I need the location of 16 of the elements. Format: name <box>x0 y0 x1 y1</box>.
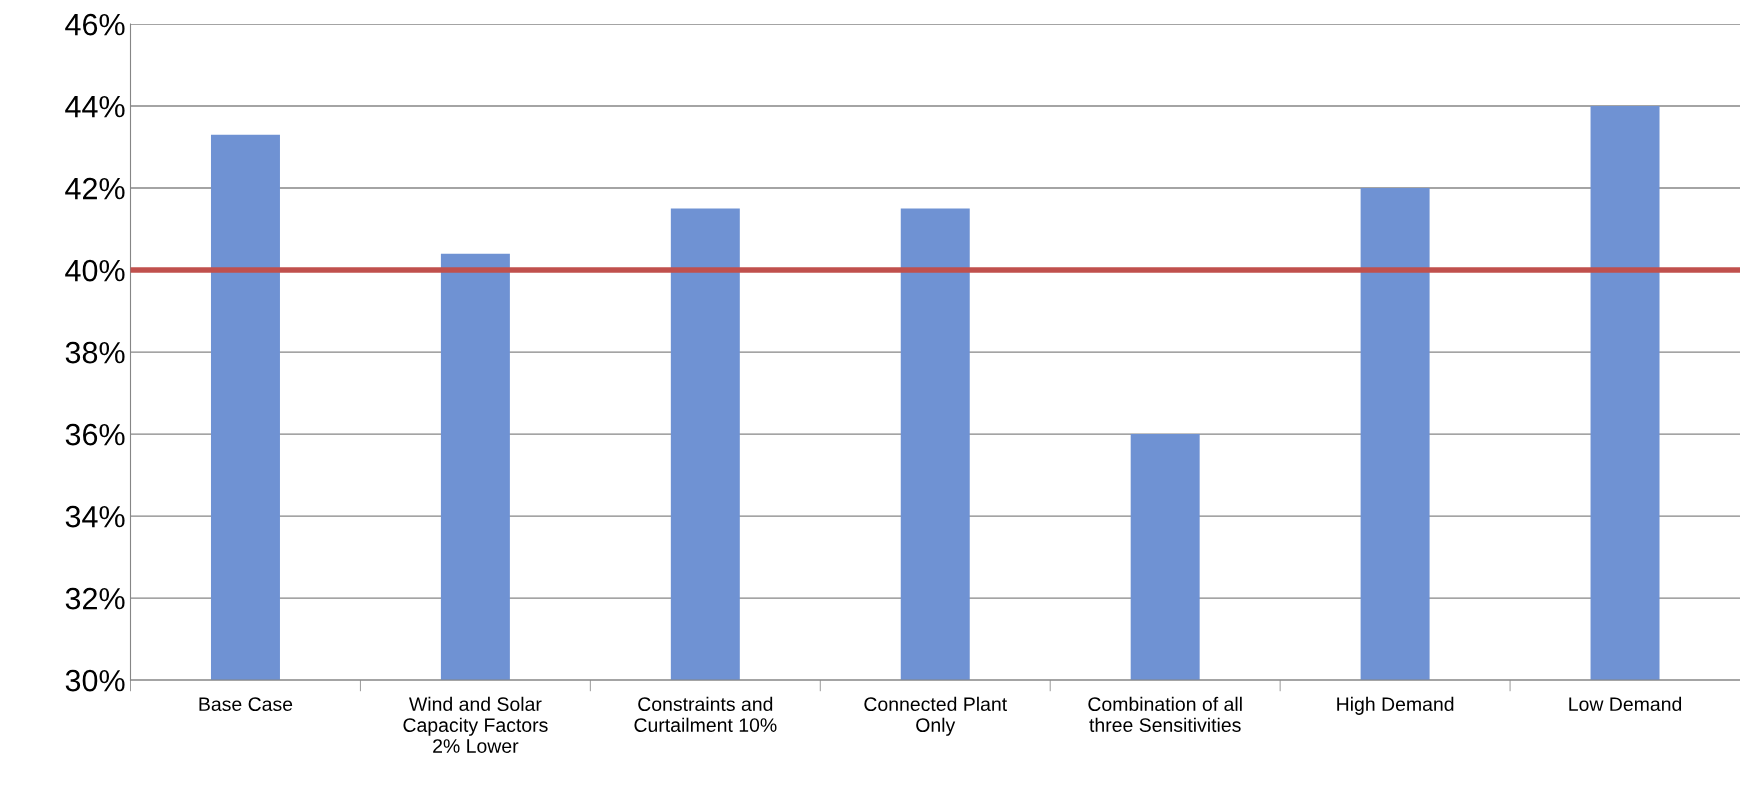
y-tick-label: 30% <box>65 669 125 692</box>
x-tick-label: Connected Plant Only <box>864 696 1007 736</box>
y-tick-label: 46% <box>65 13 125 36</box>
y-tick-label: 44% <box>65 95 125 118</box>
x-tick-label: High Demand <box>1337 696 1454 715</box>
x-tick-label: Low Demand <box>1569 696 1682 712</box>
y-tick-label: 42% <box>65 177 125 200</box>
y-tick-label: 32% <box>65 587 125 610</box>
y-tick-label: 38% <box>65 341 125 364</box>
y-tick-label: 36% <box>65 423 125 446</box>
y-tick-label: 34% <box>65 505 125 528</box>
x-tick-label: Constraints and Curtailment 10% <box>634 696 777 732</box>
x-tick-label: Wind and Solar Capacity Factors 2% Lower <box>403 696 548 753</box>
x-tick-label: Combination of all three Sensitivities <box>1088 696 1242 732</box>
x-tick-label: Base Case <box>199 697 293 712</box>
y-tick-label: 40% <box>65 259 125 282</box>
